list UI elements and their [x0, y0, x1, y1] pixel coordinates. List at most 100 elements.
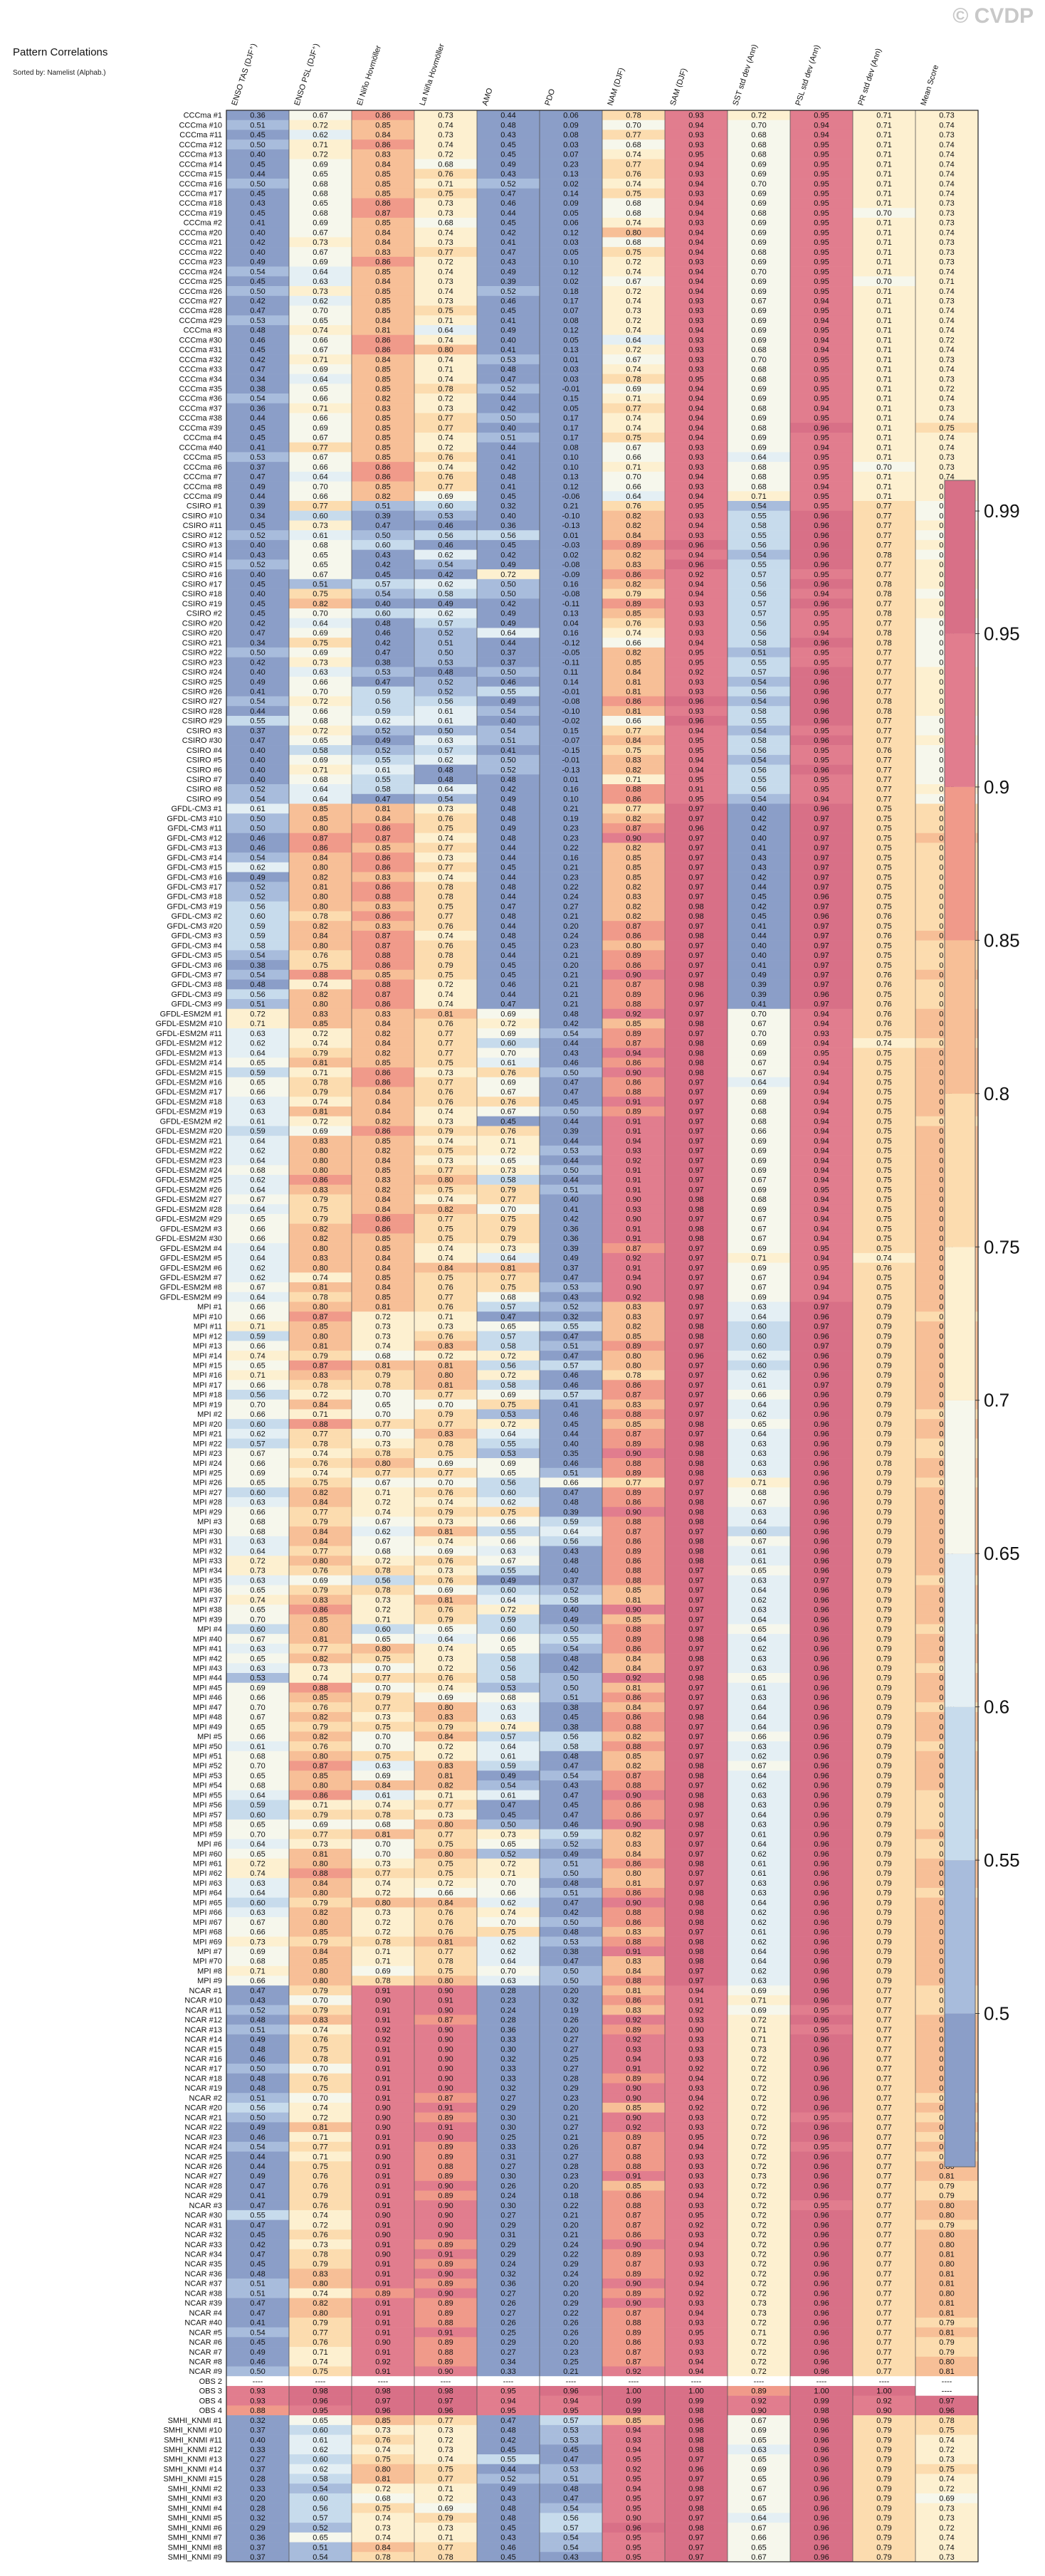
cell-value-label: 0.75: [876, 815, 891, 823]
heatmap-cell: [289, 324, 352, 335]
cell-value-label: 0.70: [375, 1743, 390, 1751]
row-label: CSIRO #15: [182, 561, 222, 569]
cell-value-label: 0.40: [375, 600, 390, 608]
cell-value-label: 0.79: [500, 1235, 515, 1243]
heatmap-cell: [352, 295, 414, 306]
cell-value-label: 0.45: [563, 1801, 578, 1810]
heatmap-cell: [352, 130, 414, 140]
cell-value-label: 0.72: [500, 1371, 515, 1380]
cell-value-label: 0.24: [563, 932, 578, 941]
cell-value-label: 0.79: [876, 1528, 891, 1536]
cell-value-label: 0.96: [814, 551, 829, 559]
cell-value-label: 0.61: [751, 1557, 766, 1566]
cell-value-label: 0.63: [250, 1030, 265, 1038]
cell-value-label: 0.65: [250, 1772, 265, 1780]
cell-value-label: 0.68: [250, 1782, 265, 1790]
cell-value-label: 0.54: [438, 795, 453, 803]
cell-value-label: 0.42: [563, 1909, 578, 1917]
cell-value-label: 0.78: [876, 639, 891, 648]
heatmap-cell: [728, 324, 790, 335]
cell-value-label: 0.01: [563, 776, 578, 784]
cell-value-label: 0.78: [375, 1586, 390, 1595]
cell-value-label: 0.92: [626, 1010, 641, 1018]
cell-value-label: 0.52: [250, 883, 265, 892]
cell-value-label: 0.58: [313, 746, 327, 755]
cell-value-label: 0.77: [876, 687, 891, 696]
row-label: CCCma #25: [179, 278, 222, 286]
cell-value-label: 0.86: [375, 825, 390, 833]
cell-value-label: 0.97: [688, 961, 703, 970]
cell-value-label: 0.96: [814, 1938, 829, 1946]
heatmap-cell: [790, 549, 853, 560]
cell-value-label: 0.77: [438, 1030, 453, 1038]
cell-value-label: 0.66: [313, 414, 327, 423]
row-label: CSIRO #5: [187, 756, 222, 765]
cell-value-label: 0.66: [563, 1479, 578, 1487]
cell-value-label: 0.68: [751, 1117, 766, 1126]
cell-value-label: 0.47: [563, 1078, 578, 1087]
cell-value-label: 0.51: [500, 737, 515, 745]
cell-value-label: 0.74: [500, 1723, 515, 1731]
cell-value-label: 0.73: [250, 1938, 265, 1946]
heatmap-cell: [352, 530, 414, 541]
cell-value-label: 0.77: [626, 727, 641, 735]
cell-value-label: 0.49: [500, 327, 515, 335]
cell-value-label: 0.79: [438, 1615, 453, 1624]
cell-value-label: 0.48: [250, 327, 265, 335]
heatmap-cell: [853, 286, 915, 297]
cell-value-label: 0.87: [626, 1528, 641, 1536]
cell-value-label: 0.38: [250, 385, 265, 394]
cell-value-label: 0.78: [438, 1440, 453, 1448]
cell-value-label: 0.69: [438, 1694, 453, 1702]
cell-value-label: 0.71: [939, 278, 954, 286]
cell-value-label: 0.96: [814, 581, 829, 589]
cell-value-label: 0.90: [626, 1069, 641, 1077]
row-label: NCAR #31: [184, 2221, 222, 2229]
heatmap-cell: [665, 462, 728, 473]
row-label: GFDL-ESM2M #20: [155, 1127, 222, 1136]
cell-value-label: 0.48: [250, 2016, 265, 2025]
row-label: CSIRO #20: [182, 619, 222, 628]
cell-value-label: 0.54: [500, 1782, 515, 1790]
cell-value-label: 0.97: [688, 1001, 703, 1009]
cell-value-label: -0.01: [562, 687, 579, 696]
heatmap-cell: [289, 569, 352, 580]
cell-value-label: 0.02: [563, 551, 578, 559]
heatmap-cell: [665, 139, 728, 150]
cell-value-label: 0.68: [751, 473, 766, 482]
cell-value-label: 0.77: [876, 512, 891, 520]
heatmap-cell: [665, 198, 728, 208]
cell-value-label: 0.56: [751, 766, 766, 774]
cell-value-label: 0.44: [500, 854, 515, 862]
heatmap-cell: [477, 510, 540, 521]
cell-value-label: 0.57: [751, 610, 766, 618]
heatmap-cell: [665, 120, 728, 130]
cell-value-label: 0.18: [563, 287, 578, 296]
row-label: MPI #49: [193, 1723, 222, 1731]
cell-value-label: 0.10: [563, 795, 578, 803]
cell-value-label: 0.82: [375, 395, 390, 403]
row-label: MPI #11: [194, 1323, 222, 1331]
cell-value-label: 0.94: [814, 1176, 829, 1185]
heatmap-cell: [352, 208, 414, 218]
cell-value-label: 0.79: [375, 1371, 390, 1380]
cell-value-label: 0.95: [814, 258, 829, 267]
row-label: GFDL-ESM2M #25: [155, 1176, 222, 1185]
cell-value-label: 0.52: [250, 893, 265, 902]
cell-value-label: 0.93: [688, 610, 703, 618]
cell-value-label: 0.65: [250, 1586, 265, 1595]
row-label: MPI #38: [193, 1606, 222, 1615]
cell-value-label: 0.76: [876, 1001, 891, 1009]
cell-value-label: 0.66: [313, 395, 327, 403]
heatmap-cell: [352, 423, 414, 433]
cell-value-label: 0.84: [626, 1704, 641, 1712]
cell-value-label: 0.95: [814, 756, 829, 765]
cell-value-label: 0.78: [438, 883, 453, 892]
cell-value-label: 0.42: [500, 404, 515, 413]
heatmap-cell: [790, 413, 853, 423]
row-label: MPI #23: [193, 1450, 222, 1458]
heatmap-cell: [414, 139, 477, 150]
cell-value-label: 0.57: [250, 1440, 265, 1448]
column-headers: ENSO TAS (DJF⁺) ENSO PSL (DJF⁺) El Niño Ho…: [230, 43, 940, 107]
cell-value-label: 0.69: [250, 1684, 265, 1692]
